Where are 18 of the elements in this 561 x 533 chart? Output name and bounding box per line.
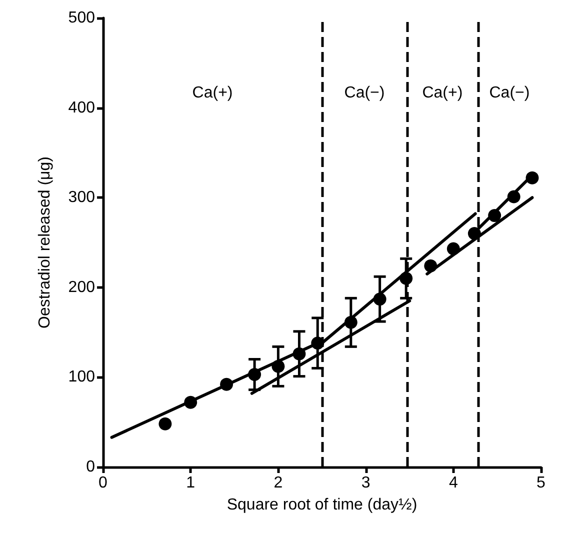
x-tick-label: 3 [361,474,370,492]
annotation: Ca(+) [192,84,233,102]
y-tick-label: 300 [68,189,96,206]
x-tick-label: 4 [448,474,458,492]
y-tick-label: 0 [86,458,96,476]
x-tick-label: 1 [186,474,196,492]
x-tick-label: 0 [98,474,108,492]
y-axis-title: Oestradiol released (μg) [36,156,54,328]
y-tick-label: 500 [68,10,96,26]
annotation: Ca(−) [489,84,530,102]
x-tick-label: 2 [274,474,283,492]
x-axis-title: Square root of time (day½) [226,496,418,514]
y-tick-label: 400 [68,99,96,116]
y-tick-label: 200 [68,278,96,296]
annotation: Ca(+) [422,84,463,102]
annotation: Ca(−) [344,84,385,102]
y-tick-label: 100 [68,368,96,386]
x-tick-label: 5 [536,474,546,492]
